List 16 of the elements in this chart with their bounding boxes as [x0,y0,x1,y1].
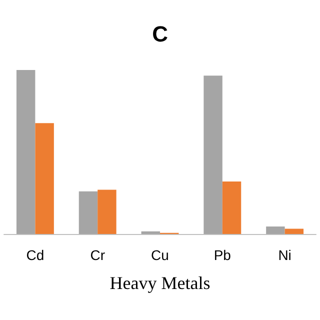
x-tick-label: Cu [151,247,169,263]
bar [98,190,116,234]
chart-title: C [152,22,168,46]
x-tick-label: Pb [214,247,232,263]
bar [78,191,98,234]
bar [16,70,36,234]
x-tick-label: Cd [26,247,44,263]
bar [284,228,304,234]
bar [35,123,54,234]
x-tick-label: Ni [278,247,292,263]
x-axis-title: Heavy Metals [110,273,210,293]
x-tick-label: Cr [90,247,106,263]
bar [222,182,242,234]
bar [266,226,285,234]
bar [204,76,222,234]
bar [141,231,160,234]
